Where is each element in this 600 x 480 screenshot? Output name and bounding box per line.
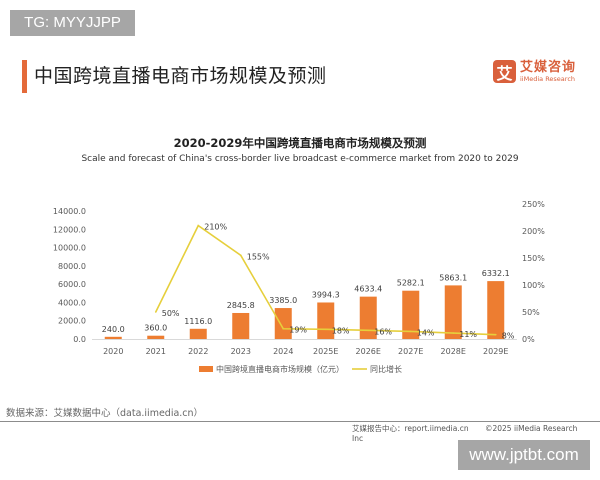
data-source: 数据来源：艾媒数据中心（data.iimedia.cn）: [6, 408, 204, 419]
watermark-top: TG: MYYJJPP: [10, 10, 135, 36]
logo-name-cn: 艾媒咨询: [520, 59, 577, 75]
x-tick-label: 2029E: [483, 347, 508, 356]
bar-2023: [232, 312, 250, 339]
chart-title: 2020-2029年中国跨境直播电商市场规模及预测: [173, 136, 427, 150]
bar-value-label: 360.0: [144, 324, 167, 333]
bar-value-label: 5282.1: [397, 279, 425, 288]
report-center: 艾媒报告中心：report.iimedia.cn: [352, 424, 469, 433]
growth-value-label: 14%: [417, 328, 435, 337]
y-right-tick-label: 150%: [522, 254, 545, 263]
growth-value-label: 210%: [204, 223, 227, 232]
growth-value-label: 16%: [374, 327, 392, 336]
y-right-tick-label: 100%: [522, 281, 545, 290]
growth-value-label: 18%: [332, 326, 350, 335]
bar-value-label: 3994.3: [312, 290, 340, 299]
bar-2026E: [359, 296, 377, 339]
growth-point-2024: [282, 327, 285, 330]
bar-value-label: 6332.1: [482, 269, 510, 278]
iimedia-logo: 艾 艾媒咨询 iiMedia Research: [493, 60, 576, 83]
y-left-tick-label: 6000.0: [58, 280, 86, 289]
x-tick-label: 2020: [103, 347, 123, 356]
bar-2020: [104, 336, 122, 339]
bar-value-label: 240.0: [102, 325, 125, 334]
combo-chart: 0.0 2000.0 4000.0 6000.0 8000.0 10000.0 12000.…: [53, 200, 545, 374]
growth-point-2029E: [494, 333, 497, 336]
x-tick-label: 2021: [146, 347, 166, 356]
y-right-tick-label: 250%: [522, 200, 545, 209]
y-left-tick-label: 12000.0: [53, 225, 86, 234]
growth-value-label: 11%: [459, 330, 477, 339]
growth-point-2027E: [409, 330, 412, 333]
legend-bar-swatch: [199, 366, 213, 372]
y-right-tick-label: 0%: [522, 335, 535, 344]
logo-name-en: iiMedia Research: [520, 74, 576, 83]
page-title: 中国跨境直播电商市场规模及预测: [34, 65, 327, 87]
bar-value-label: 1116.0: [184, 317, 212, 326]
x-tick-label: 2028E: [441, 347, 466, 356]
growth-point-2023: [239, 254, 242, 257]
bar-2024: [274, 308, 292, 339]
bar-value-label: 5863.1: [439, 273, 467, 282]
x-tick-label: 2025E: [313, 347, 338, 356]
watermark-bottom: www.jptbt.com: [458, 440, 590, 470]
bar-2021: [147, 335, 165, 339]
y-left-tick-label: 4000.0: [58, 298, 86, 307]
growth-value-label: 50%: [162, 309, 180, 318]
x-tick-label: 2026E: [356, 347, 381, 356]
bar-value-label: 2845.8: [227, 301, 255, 310]
growth-point-2022: [197, 224, 200, 227]
bar-2022: [189, 328, 207, 339]
growth-point-2025E: [324, 328, 327, 331]
growth-value-label: 19%: [289, 326, 307, 335]
y-left-tick-label: 14000.0: [53, 207, 86, 216]
y-left-tick-label: 10000.0: [53, 244, 86, 253]
growth-point-2021: [154, 311, 157, 313]
growth-point-2028E: [452, 332, 455, 334]
y-left-tick-label: 8000.0: [58, 262, 86, 271]
footer-credits: 艾媒报告中心：report.iimedia.cn ©2025 iiMedia R…: [352, 423, 600, 443]
logo-mark-icon: 艾: [493, 60, 516, 83]
y-left-tick-label: 2000.0: [58, 317, 86, 326]
chart-subtitle: Scale and forecast of China's cross-bord…: [81, 154, 519, 164]
bar-2028E: [444, 285, 462, 339]
copyright: ©2025 iiMedia Research Inc: [352, 424, 578, 443]
growth-value-label: 155%: [247, 252, 270, 261]
bar-2029E: [487, 281, 505, 339]
bar-value-label: 4633.4: [354, 285, 382, 294]
footer-divider: [0, 421, 600, 422]
y-right-tick-label: 200%: [522, 227, 545, 236]
x-tick-label: 2022: [188, 347, 208, 356]
bar-2027E: [402, 290, 420, 339]
bar-value-label: 3385.0: [269, 296, 297, 305]
growth-point-2026E: [367, 329, 370, 332]
y-left-tick-label: 0.0: [73, 335, 86, 344]
x-tick-label: 2027E: [398, 347, 423, 356]
x-tick-label: 2024: [273, 347, 293, 356]
legend-bar-label: 中国跨境直播电商市场规模（亿元）: [216, 364, 344, 374]
y-right-tick-label: 50%: [522, 308, 540, 317]
title-accent-bar: [22, 60, 27, 93]
legend-line-label: 同比增长: [370, 364, 402, 374]
growth-value-label: 8%: [502, 332, 515, 341]
x-tick-label: 2023: [231, 347, 251, 356]
